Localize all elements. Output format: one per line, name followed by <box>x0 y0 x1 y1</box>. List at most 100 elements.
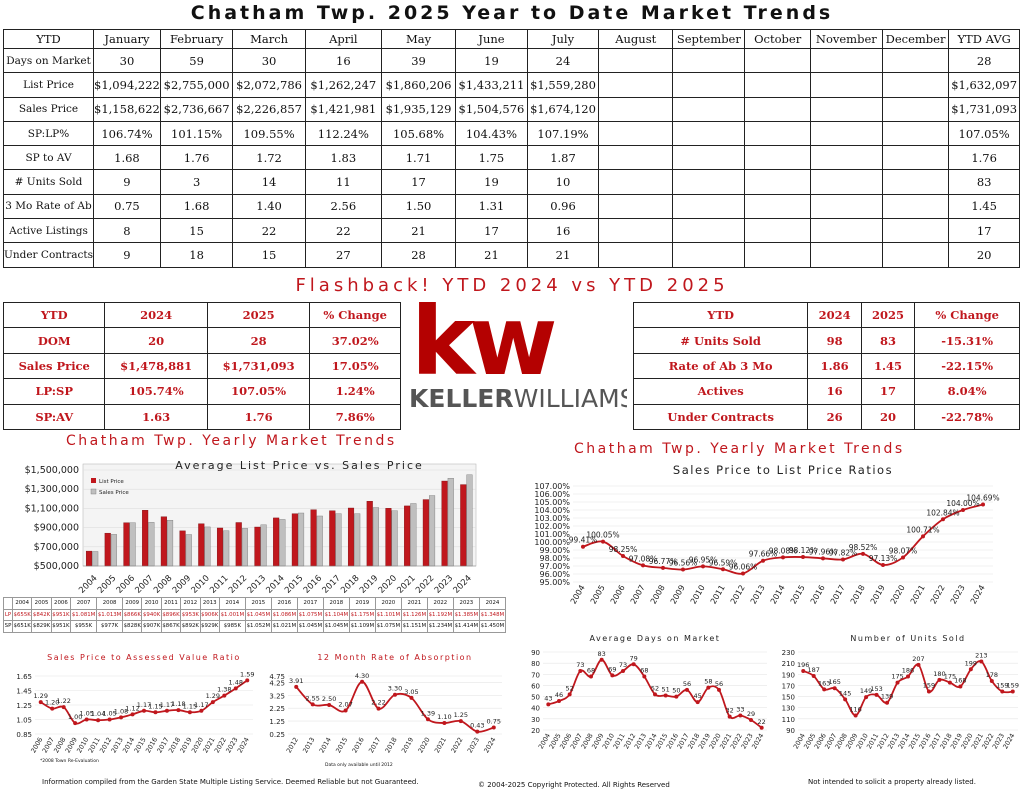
x-tick-label: 2016 <box>809 584 827 606</box>
row-label: Sales Price <box>2 96 95 122</box>
table-cell <box>598 218 674 244</box>
data-point <box>741 571 745 576</box>
units-sold-chart: 9011013015017019021023019620041872005163… <box>782 634 1019 750</box>
data-point <box>701 564 705 569</box>
lp-sp-year: 2010 <box>141 597 162 610</box>
x-tick-label: 2007 <box>629 584 647 606</box>
data-label: 0.43 <box>470 722 484 730</box>
data-point <box>947 680 952 685</box>
y-tick-label: 3.25 <box>269 692 285 700</box>
table-cell <box>598 96 674 122</box>
y-tick-label: 60 <box>531 682 540 690</box>
lp-sp-year: 2013 <box>199 597 220 610</box>
lp-sp-cell: $977K <box>96 620 124 633</box>
data-label: 50 <box>672 687 680 695</box>
row-label: # Units Sold <box>2 169 95 195</box>
compare-header: YTD <box>2 301 106 329</box>
data-point <box>706 685 711 690</box>
data-label: 97.96% <box>809 547 838 556</box>
sales-price-bar <box>110 534 117 567</box>
data-label: 56 <box>715 680 723 688</box>
sales-price-bar <box>447 478 454 567</box>
table-cell: 30 <box>232 47 306 74</box>
footer-right: Not intended to solicit a property alrea… <box>808 778 976 786</box>
data-label: 97.13% <box>869 554 898 563</box>
x-tick-label: 2004 <box>569 584 587 606</box>
y-tick-label: 99.00% <box>539 546 570 555</box>
absorption-rate-chart: 0.25 1.25 2.25 3.25 4.254.75 3.91 2012 2.55 2013… <box>269 653 502 754</box>
x-tick-label: 2022 <box>929 584 947 606</box>
data-label: 3.91 <box>289 677 303 685</box>
compare-table-left: YTD 2024 2025% Change DOM 20 28 37.02% Sales Pr… <box>2 301 401 430</box>
data-label: 73 <box>576 661 584 669</box>
y-tick-label: 4.25 <box>269 679 285 687</box>
monthly-trends-table: YTD January February March April May June July A… <box>2 29 1020 268</box>
sales-price-bar <box>223 530 230 567</box>
lp-sp-year: 2012 <box>180 597 201 610</box>
lp-sp-cell: $1.052M <box>244 620 272 633</box>
data-label: 1.29 <box>33 692 47 700</box>
table-cell: $1,632,097 <box>948 72 1020 98</box>
row-label: Days on Market <box>2 47 95 74</box>
x-tick-label: 2019 <box>358 573 380 594</box>
data-label: 98.12% <box>789 546 818 555</box>
sales-price-bar <box>148 522 155 567</box>
x-tick-label: 2011 <box>709 584 727 606</box>
column-header: November <box>809 29 883 49</box>
data-point <box>841 557 845 562</box>
lp-sp-cell: $892K <box>180 620 201 633</box>
data-point <box>663 693 668 698</box>
data-point <box>885 700 890 705</box>
row-label: List Price <box>2 72 95 98</box>
lp-sp-cell: $1.013M <box>96 608 124 621</box>
data-label: 45 <box>694 692 702 700</box>
table-cell <box>672 218 746 244</box>
data-label: 104.00% <box>946 499 979 508</box>
data-point <box>968 667 973 672</box>
data-label: 98.08% <box>769 546 798 555</box>
table-cell <box>881 242 950 268</box>
data-point <box>801 668 806 673</box>
y-tick-label: 50 <box>531 694 540 702</box>
column-header: July <box>526 29 600 49</box>
table-cell <box>598 242 674 268</box>
data-point <box>360 679 365 684</box>
lp-sp-cell: $829K <box>31 620 52 633</box>
compare-cell: Actives <box>632 378 809 405</box>
compare-cell: 26 <box>807 403 862 430</box>
column-header: January <box>93 29 161 49</box>
lp-sp-row-label: SP <box>3 620 13 633</box>
table-cell <box>809 72 883 98</box>
y-tick-label: 210 <box>782 660 795 668</box>
y-tick-label: 1.05 <box>16 717 32 725</box>
table-cell <box>672 193 746 220</box>
column-header: October <box>744 29 811 49</box>
section-title-left: Chatham Twp. Yearly Market Trends <box>66 433 397 449</box>
data-label: 69 <box>608 665 616 673</box>
data-label: 196 <box>797 661 809 669</box>
x-tick-label: 2010 <box>689 584 707 606</box>
lp-sp-year: 2020 <box>374 597 402 610</box>
lp-sp-year: 2007 <box>70 597 98 610</box>
y-tick-label: $1,100,000 <box>25 503 79 514</box>
compare-cell: -15.31% <box>914 327 1020 354</box>
lp-sp-cell: $651K <box>11 620 33 633</box>
x-tick-label: 2021 <box>909 584 927 606</box>
data-label: 1.15 <box>183 702 197 710</box>
data-label: 159 <box>923 682 935 690</box>
table-cell: 1.72 <box>232 145 306 171</box>
compare-row: Under Contracts 26 20 -22.78% <box>632 403 1020 430</box>
x-tick-label: 2013 <box>749 584 767 606</box>
data-point <box>926 689 931 694</box>
data-label: 1.05 <box>79 710 93 718</box>
sales-price-bar <box>260 524 267 567</box>
x-tick-label: 2013 <box>246 573 268 594</box>
sales-price-bar <box>298 512 305 567</box>
lp-sp-year: 2011 <box>160 597 182 610</box>
compare-row: Rate of Ab 3 Mo 1.86 1.45 -22.15% <box>632 352 1020 380</box>
table-cell: 1.83 <box>304 145 382 171</box>
x-tick-label: 2015 <box>789 584 807 606</box>
row-label: SP:LP% <box>2 120 95 147</box>
data-point <box>1000 689 1005 694</box>
data-point <box>832 686 837 691</box>
